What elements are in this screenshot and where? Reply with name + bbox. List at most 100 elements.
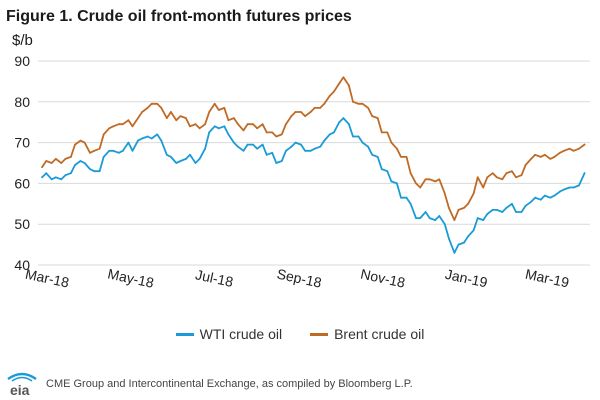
data-point-wti-54 [300,143,302,146]
data-point-wti-24 [156,133,159,136]
data-point-wti-48 [271,151,274,154]
data-point-wti-50 [280,160,283,162]
data-point-wti-20 [137,139,139,142]
data-point-wti-89 [467,235,469,238]
data-point-wti-101 [524,204,527,207]
data-point-brent-71 [380,131,383,134]
data-point-brent-102 [530,158,532,160]
data-point-brent-43 [246,123,249,126]
data-point-wti-15 [112,149,115,152]
data-point-wti-46 [261,143,264,146]
x-tick-label-jan-19: Jan-19 [444,266,489,291]
x-tick-label-sep-18: Sep-18 [276,266,324,291]
data-point-brent-14 [108,127,111,130]
data-point-brent-113 [583,143,586,146]
data-point-brent-108 [559,151,561,154]
legend-swatch-wti [175,332,194,336]
data-point-brent-33 [198,127,201,130]
data-point-wti-77 [409,202,412,205]
data-point-brent-38 [223,107,226,109]
data-point-brent-79 [419,186,422,189]
data-point-brent-75 [400,156,402,158]
data-point-brent-61 [333,90,335,93]
data-point-wti-80 [424,211,427,213]
data-point-brent-23 [150,102,153,105]
legend-label-brent: Brent crude oil [334,326,425,342]
data-point-wti-106 [549,196,552,199]
data-point-brent-87 [457,209,460,211]
data-point-brent-1 [45,160,48,162]
data-point-brent-8 [79,139,82,142]
data-point-brent-76 [405,156,408,158]
series-brent [41,76,586,222]
data-point-brent-5 [64,158,67,160]
data-point-wti-51 [285,149,287,152]
data-point-wti-6 [70,172,72,175]
data-point-brent-17 [122,123,124,126]
data-point-brent-101 [524,164,527,166]
data-point-wti-71 [380,168,383,171]
data-point-wti-68 [367,145,369,148]
data-point-wti-85 [448,237,450,240]
data-point-wti-94 [491,209,494,211]
data-point-brent-57 [313,107,316,109]
data-point-wti-58 [319,145,322,148]
data-point-wti-7 [74,164,76,166]
data-point-wti-75 [400,196,402,199]
data-point-wti-112 [578,184,580,187]
data-point-brent-67 [361,102,364,105]
data-point-brent-74 [396,147,398,150]
data-point-brent-106 [549,158,552,160]
data-point-wti-90 [472,229,475,232]
y-axis-unit-label: $/b [12,32,33,49]
chart-footer: eia CME Group and Intercontinental Excha… [0,366,600,400]
data-point-wti-40 [233,141,235,144]
data-point-brent-16 [117,123,120,126]
data-point-brent-90 [472,192,475,195]
data-point-wti-108 [559,190,561,193]
data-point-wti-78 [415,217,417,220]
data-point-brent-55 [304,115,306,117]
data-point-brent-73 [390,141,393,144]
data-point-brent-84 [443,192,446,195]
eia-logo: eia [7,372,37,398]
data-point-wti-41 [237,145,239,148]
data-point-brent-96 [501,178,504,181]
data-point-brent-98 [511,170,513,173]
data-point-wti-61 [333,131,335,134]
data-point-wti-109 [563,188,565,191]
y-tick-label-50: 50 [14,216,30,232]
data-point-brent-46 [261,123,264,126]
data-point-wti-26 [165,153,168,156]
data-point-brent-41 [237,123,239,126]
data-point-brent-42 [242,129,245,132]
chart-title: Figure 1. Crude oil front-month futures … [6,8,352,25]
data-point-wti-102 [530,200,532,203]
series-line-brent [41,76,586,222]
y-tick-label-80: 80 [14,94,30,110]
data-point-wti-104 [539,198,542,201]
data-point-brent-28 [175,119,178,122]
data-point-brent-82 [434,180,437,183]
data-point-wti-79 [419,217,422,220]
data-point-wti-34 [204,147,207,150]
legend-label-wti: WTI crude oil [199,326,283,342]
data-point-brent-25 [160,107,163,109]
data-point-brent-94 [491,172,494,175]
data-point-wti-84 [443,223,446,226]
data-point-brent-54 [300,111,302,113]
data-point-wti-39 [227,133,230,136]
data-point-wti-60 [328,133,331,136]
data-point-wti-32 [194,162,197,164]
data-point-wti-92 [482,219,485,222]
data-point-brent-3 [54,158,57,160]
data-point-brent-95 [496,176,498,179]
data-point-brent-89 [467,202,469,205]
data-point-brent-48 [271,131,274,134]
data-point-brent-110 [568,147,571,150]
data-point-brent-104 [539,156,542,158]
data-point-brent-65 [352,100,354,103]
data-point-brent-93 [486,176,489,179]
data-point-wti-38 [223,125,226,128]
gridlines [38,60,590,266]
